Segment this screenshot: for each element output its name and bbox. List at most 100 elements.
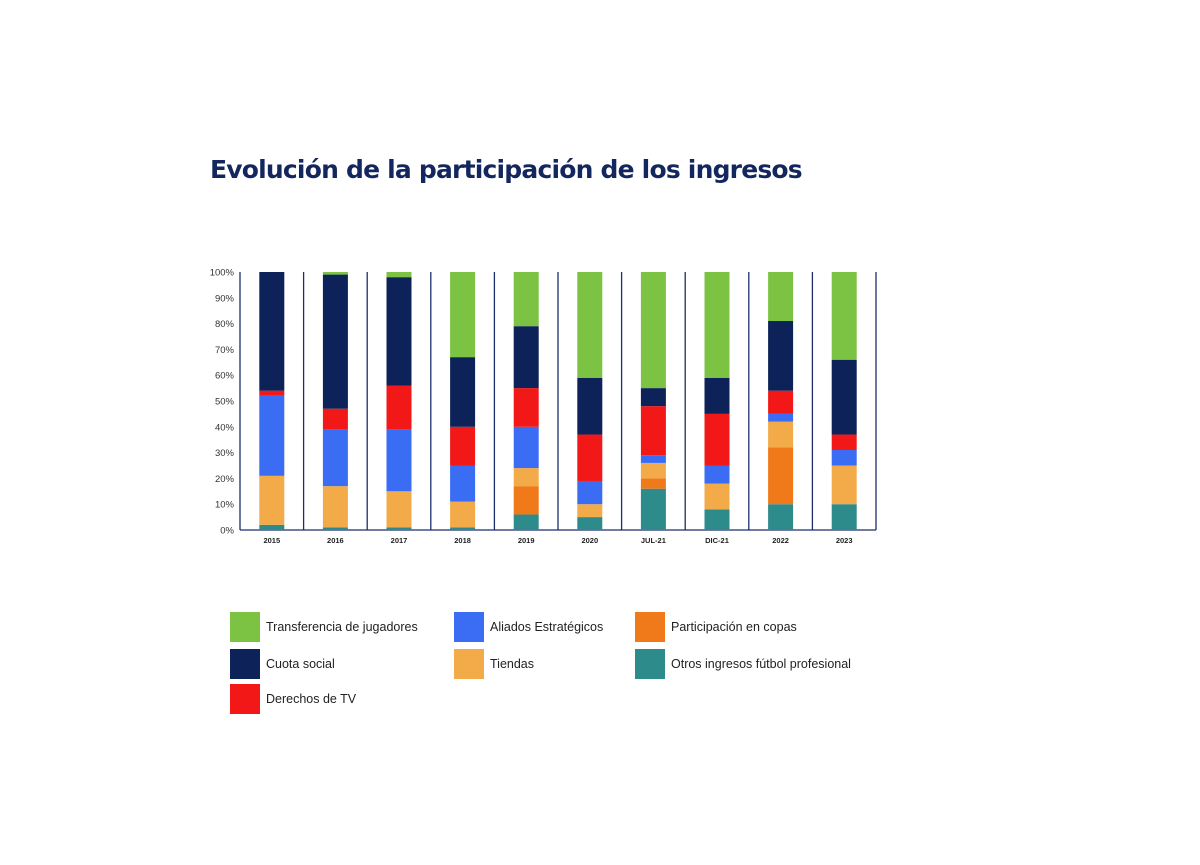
x-tick-label: 2016 bbox=[327, 536, 344, 545]
bar-segment bbox=[577, 377, 603, 435]
x-tick-label: DIC-21 bbox=[705, 536, 729, 545]
bar-segment bbox=[831, 272, 857, 360]
legend-label: Derechos de TV bbox=[266, 692, 357, 706]
legend-item-otros: Otros ingresos fútbol profesional bbox=[635, 649, 851, 679]
bar-segment bbox=[577, 272, 603, 378]
bar-segment bbox=[259, 390, 285, 396]
legend-item-copas: Participación en copas bbox=[635, 612, 797, 642]
legend-item-transferencia: Transferencia de jugadores bbox=[230, 612, 418, 642]
bar-segment bbox=[513, 272, 539, 327]
y-tick-label: 0% bbox=[220, 526, 234, 537]
bar-segment bbox=[640, 388, 666, 407]
legend-label: Otros ingresos fútbol profesional bbox=[671, 657, 851, 671]
bar-segment bbox=[259, 524, 285, 530]
bar-segment bbox=[831, 450, 857, 466]
bar-segment bbox=[259, 395, 285, 476]
bar-segment bbox=[704, 509, 730, 530]
bar-segment bbox=[704, 413, 730, 466]
bar-segment bbox=[386, 491, 412, 528]
legend-item-cuota: Cuota social bbox=[230, 649, 335, 679]
bar-segment bbox=[768, 421, 794, 448]
bar-segment bbox=[259, 272, 285, 391]
y-tick-label: 70% bbox=[215, 345, 235, 356]
bar-segment bbox=[704, 272, 730, 378]
legend-label: Cuota social bbox=[266, 657, 335, 671]
x-tick-label: 2022 bbox=[772, 536, 789, 545]
bar-segment bbox=[640, 272, 666, 389]
legend-label: Aliados Estratégicos bbox=[490, 620, 604, 634]
y-tick-label: 10% bbox=[215, 500, 235, 511]
bar-segment bbox=[768, 390, 794, 414]
bar-segment bbox=[513, 426, 539, 469]
y-tick-label: 30% bbox=[215, 448, 235, 459]
bar-segment bbox=[640, 478, 666, 489]
bar-segment bbox=[704, 483, 730, 510]
bar-segment bbox=[768, 504, 794, 530]
bar-segment bbox=[640, 462, 666, 479]
x-tick-label: 2018 bbox=[454, 536, 471, 545]
bar-segment bbox=[322, 408, 348, 430]
bar-segment bbox=[450, 465, 476, 502]
x-tick-label: 2020 bbox=[581, 536, 598, 545]
bar-segment bbox=[577, 480, 603, 505]
bar-segment bbox=[831, 504, 857, 530]
bar-segment bbox=[450, 426, 476, 466]
bar-segment bbox=[704, 377, 730, 414]
chart-legend: Transferencia de jugadores Aliados Estra… bbox=[230, 612, 890, 722]
legend-item-tiendas: Tiendas bbox=[454, 649, 534, 679]
legend-swatch bbox=[230, 612, 260, 642]
legend-item-aliados: Aliados Estratégicos bbox=[454, 612, 603, 642]
legend-label: Participación en copas bbox=[671, 620, 797, 634]
bar-segment bbox=[513, 326, 539, 389]
x-tick-label: 2015 bbox=[263, 536, 280, 545]
y-tick-label: 20% bbox=[215, 474, 235, 485]
bar-segment bbox=[513, 388, 539, 427]
legend-swatch bbox=[230, 649, 260, 679]
bar-segment bbox=[513, 468, 539, 487]
legend-swatch bbox=[230, 684, 260, 714]
bar-segment bbox=[768, 321, 794, 391]
y-tick-label: 40% bbox=[215, 422, 235, 433]
y-tick-label: 80% bbox=[215, 319, 235, 330]
legend-item-derechos-tv: Derechos de TV bbox=[230, 684, 356, 714]
bar-segment bbox=[322, 486, 348, 528]
bar-segment bbox=[513, 514, 539, 530]
bar-segment bbox=[768, 447, 794, 505]
x-tick-label: JUL-21 bbox=[641, 536, 666, 545]
chart-title: Evolución de la participación de los ing… bbox=[210, 155, 803, 184]
bar-segment bbox=[513, 486, 539, 515]
bar-segment bbox=[831, 465, 857, 505]
bar-segment bbox=[322, 429, 348, 487]
bar-segment bbox=[450, 357, 476, 427]
bar-segment bbox=[386, 429, 412, 492]
bar-segment bbox=[704, 465, 730, 484]
y-tick-label: 100% bbox=[210, 268, 235, 279]
y-tick-label: 60% bbox=[215, 371, 235, 382]
bar-segment bbox=[831, 434, 857, 451]
x-tick-label: 2019 bbox=[518, 536, 535, 545]
bar-segment bbox=[450, 527, 476, 530]
legend-label: Tiendas bbox=[490, 657, 535, 671]
bar-segment bbox=[322, 527, 348, 530]
bar-segment bbox=[450, 272, 476, 358]
bar-segment bbox=[577, 504, 603, 518]
legend-swatch bbox=[454, 612, 484, 642]
bar-segment bbox=[386, 385, 412, 430]
legend-label: Transferencia de jugadores bbox=[266, 620, 418, 634]
y-tick-label: 50% bbox=[215, 397, 235, 408]
bar-segment bbox=[768, 413, 794, 422]
bar-segment bbox=[640, 488, 666, 530]
bar-segment bbox=[577, 517, 603, 530]
bar-segment bbox=[640, 455, 666, 463]
bar-segment bbox=[322, 274, 348, 409]
bar-segment bbox=[768, 272, 794, 322]
bar-segment bbox=[831, 359, 857, 435]
bar-segment bbox=[322, 272, 348, 275]
bar-segment bbox=[386, 272, 412, 278]
bar-segment bbox=[259, 475, 285, 525]
bar-segment bbox=[386, 527, 412, 530]
bar-segment bbox=[640, 406, 666, 456]
bar-segment bbox=[450, 501, 476, 528]
legend-swatch bbox=[635, 649, 665, 679]
